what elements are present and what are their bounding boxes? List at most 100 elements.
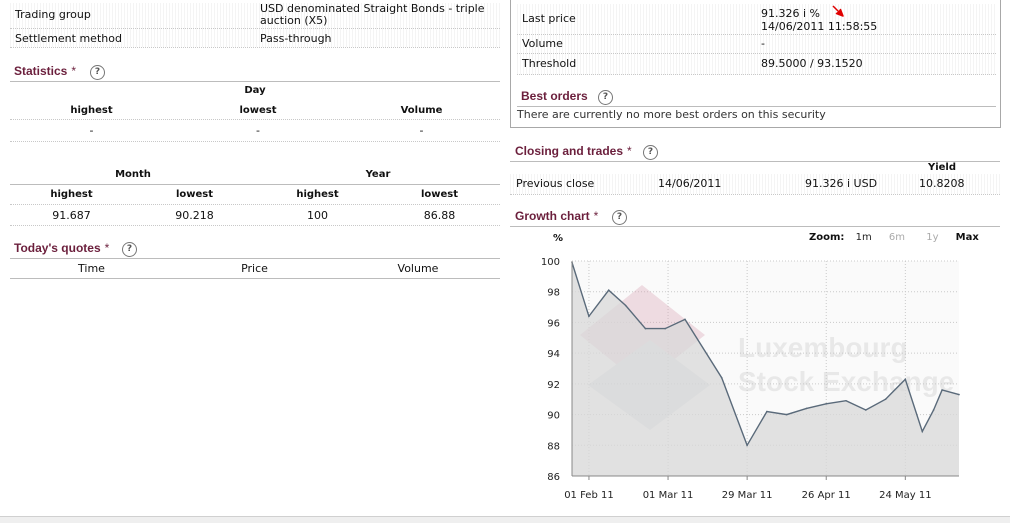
x-tick-label: 24 May 11 (879, 490, 931, 501)
threshold-label: Threshold (522, 57, 577, 70)
day-col-lowest: lowest (239, 105, 277, 116)
statistics-title-text: Statistics (14, 64, 68, 78)
growth-title: Growth chart * (515, 209, 598, 223)
previous-close-price: 91.326 i USD (805, 177, 878, 190)
trading-group-value-line2: auction (X5) (260, 14, 328, 27)
year-col-lowest: lowest (420, 189, 459, 200)
y-tick-label: 86 (547, 472, 560, 483)
x-tick-label: 01 Feb 11 (564, 490, 614, 501)
closing-title-text: Closing and trades (515, 144, 624, 158)
series-point (941, 389, 943, 391)
series-point (921, 430, 924, 433)
series-point (958, 393, 960, 396)
year-header: Year (365, 169, 391, 180)
series-point (588, 315, 590, 318)
x-tick-label: 26 Apr 11 (802, 490, 851, 501)
zoom-controls: Zoom: 1m 6m 1y Max (809, 232, 979, 243)
day-val-highest: - (89, 124, 94, 137)
series-point (684, 318, 686, 321)
series-point (607, 289, 610, 291)
day-col-volume: Volume (400, 105, 443, 116)
volume-value: - (761, 37, 765, 50)
zoom-max[interactable]: Max (955, 232, 979, 243)
watermark-text-line1: Luxembourg (738, 332, 908, 363)
year-val-highest: 100 (307, 209, 328, 222)
quotes-col-volume: Volume (397, 262, 439, 275)
y-tick-label: 88 (547, 441, 560, 452)
series-point (825, 403, 828, 405)
series-point (644, 327, 647, 330)
last-price-time: 14/06/2011 11:58:55 (761, 20, 878, 33)
bottom-bar (0, 516, 1010, 523)
zoom-1y[interactable]: 1y (926, 232, 939, 243)
quotes-title-text: Today's quotes (14, 241, 101, 255)
y-tick-label: 96 (547, 318, 560, 329)
month-val-highest: 91.687 (52, 209, 91, 222)
day-col-highest: highest (70, 105, 113, 116)
best-orders-message: There are currently no more best orders … (517, 108, 826, 121)
year-col-highest: highest (296, 189, 339, 200)
series-point (785, 413, 788, 416)
month-col-lowest: lowest (175, 189, 214, 200)
day-val-lowest: - (256, 124, 260, 137)
day-val-volume: - (419, 124, 424, 137)
series-point (766, 410, 768, 413)
year-val-lowest: 86.88 (423, 209, 456, 222)
trading-group-value-line1: USD denominated Straight Bonds - triple (260, 2, 485, 15)
series-point (805, 407, 808, 410)
settlement-method-value: Pass-through (260, 32, 332, 45)
down-arrow-icon (831, 4, 845, 18)
series-point (664, 327, 667, 330)
quotes-col-time: Time (78, 262, 105, 275)
y-tick-label: 94 (547, 349, 560, 360)
best-orders-title: Best orders (521, 89, 588, 103)
series-point (904, 378, 907, 381)
closing-row-bg (510, 174, 1000, 194)
series-point (720, 376, 723, 379)
closing-title: Closing and trades * (515, 144, 632, 158)
last-price-value: 91.326 i % (761, 7, 820, 20)
series-point (746, 444, 748, 447)
y-tick-label: 98 (547, 288, 560, 299)
closing-star: * (627, 144, 632, 158)
volume-label: Volume (522, 37, 563, 50)
zoom-6m[interactable]: 6m (888, 232, 906, 243)
x-tick-label: 29 Mar 11 (722, 490, 773, 501)
info-table (10, 3, 500, 47)
settlement-method-label: Settlement method (15, 32, 122, 45)
growth-star: * (593, 209, 599, 223)
trading-group-label: Trading group (15, 8, 91, 21)
growth-chart: 86 88 90 92 94 96 98 100 01 Feb 11 01 Mar 11 29 Ma… (541, 257, 960, 501)
zoom-1m[interactable]: 1m (855, 232, 872, 243)
series-point (884, 398, 887, 401)
quotes-help-icon[interactable]: ? (122, 242, 137, 257)
growth-help-icon[interactable]: ? (612, 210, 627, 225)
closing-help-icon[interactable]: ? (643, 145, 658, 160)
price-box (510, 0, 1001, 128)
quotes-title: Today's quotes * (14, 241, 109, 255)
month-col-highest: highest (50, 189, 93, 200)
series-point (845, 399, 847, 402)
series-point (624, 304, 627, 307)
previous-close-label: Previous close (516, 177, 595, 190)
month-header: Month (115, 169, 151, 180)
quotes-col-price: Price (241, 262, 268, 275)
y-tick-label: 92 (547, 380, 560, 391)
y-tick-label: 100 (541, 257, 560, 268)
quotes-star: * (104, 241, 110, 255)
statistics-help-icon[interactable]: ? (90, 65, 105, 80)
chart-ylabel: % (553, 233, 564, 244)
watermark-text-line2: Stock Exchange (738, 366, 954, 397)
price-rows (517, 4, 996, 75)
series-point (864, 409, 867, 411)
x-tick-label: 01 Mar 11 (643, 490, 694, 501)
zoom-label: Zoom: (809, 232, 845, 243)
growth-title-text: Growth chart (515, 209, 590, 223)
statistics-star: * (71, 64, 77, 78)
day-header: Day (244, 85, 266, 96)
statistics-title: Statistics * (14, 64, 76, 78)
previous-close-yield: 10.8208 (919, 177, 965, 190)
yield-header: Yield (927, 162, 957, 173)
best-orders-help-icon[interactable]: ? (598, 90, 613, 105)
previous-close-date: 14/06/2011 (658, 177, 722, 190)
